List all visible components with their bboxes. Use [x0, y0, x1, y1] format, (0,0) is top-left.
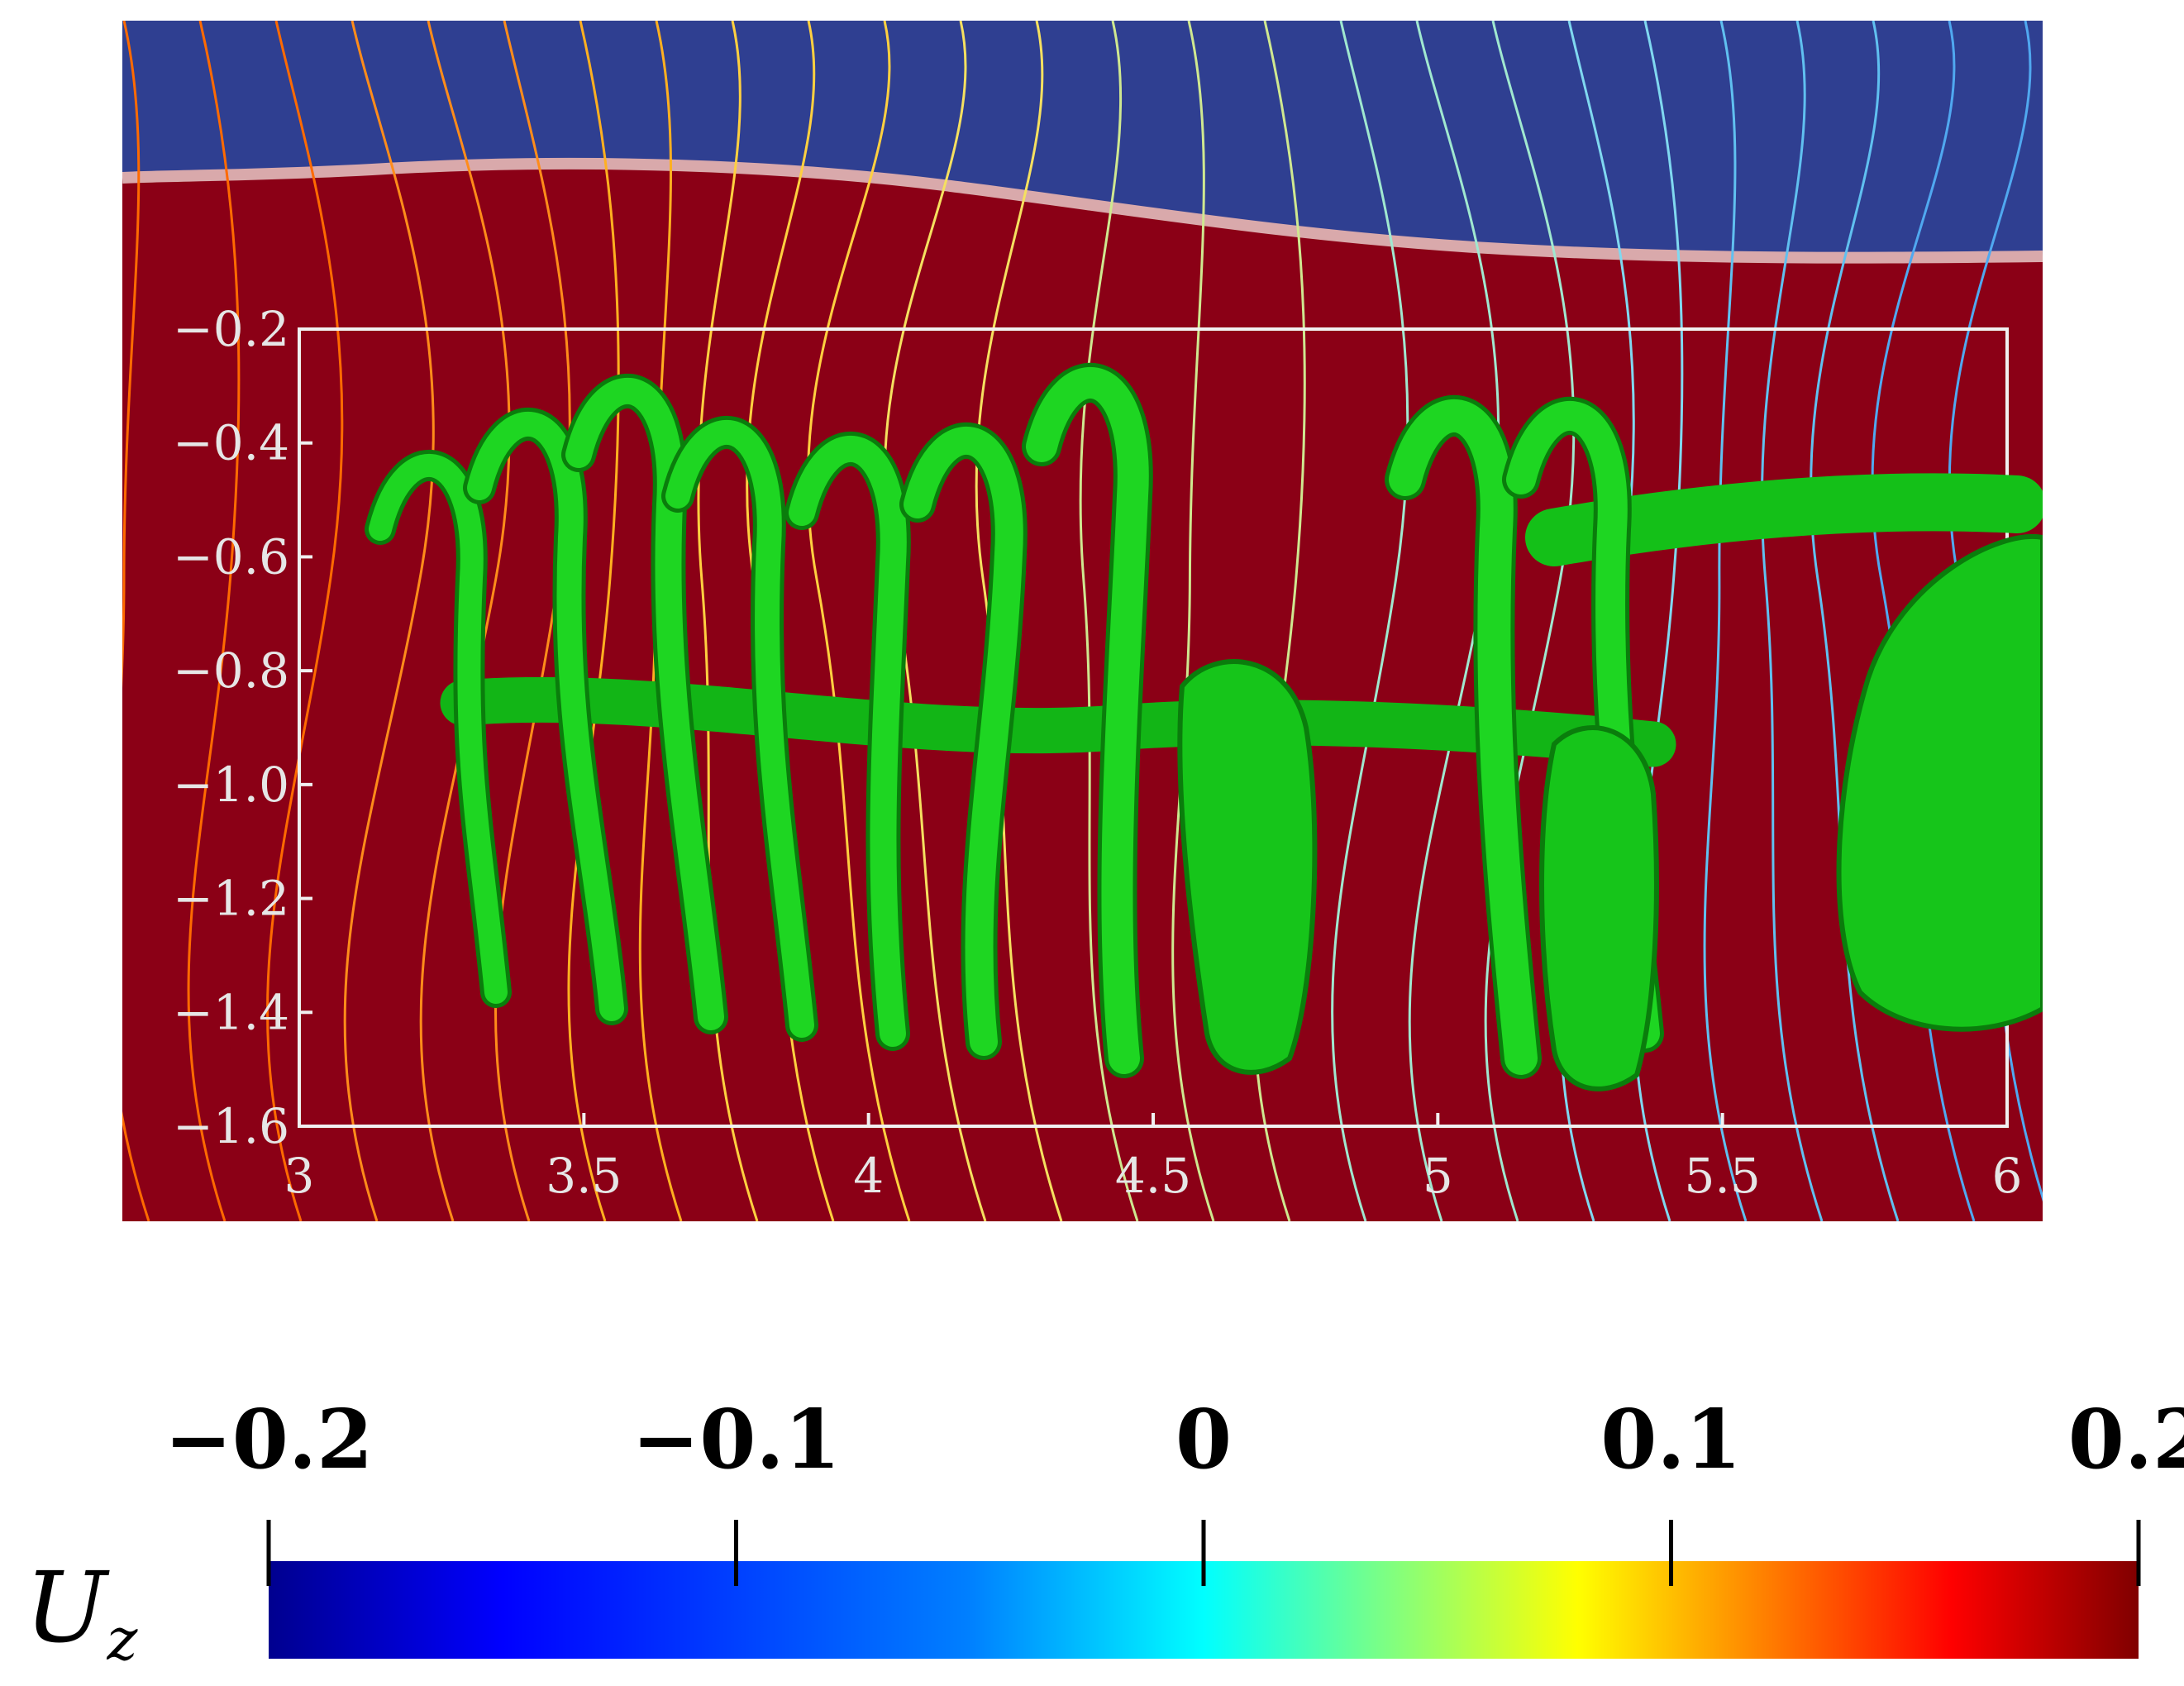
vortex-ring: [467, 412, 624, 1021]
contour-line: [1331, 21, 1409, 1221]
x-tick-label: 4.5: [1115, 1148, 1191, 1204]
contour-line: [266, 21, 344, 1221]
x-tick-label: 3: [284, 1148, 315, 1204]
vortex-blob-right: [1539, 725, 1659, 1091]
contour-line: [419, 21, 511, 1221]
x-tick-label: 5.5: [1685, 1148, 1761, 1204]
vortex-isosurfaces: [365, 363, 2043, 1091]
vortex-blob-large-right: [1836, 533, 2043, 1032]
colorbar-tick-label: −0.1: [632, 1392, 841, 1488]
colorbar-label: Uz: [25, 1550, 138, 1674]
colorbar: Uz −0.2 −0.1 0 0.1 0.2: [25, 1392, 2184, 1674]
contour-line: [806, 21, 911, 1221]
vortex-ring: [904, 427, 1023, 1056]
y-tick-label: −1.2: [173, 871, 289, 927]
contour-line: [1079, 21, 1139, 1221]
helical-vortex-rings: [365, 363, 1664, 1079]
y-tick-label: −0.8: [173, 642, 289, 699]
y-tick-label: −0.2: [173, 301, 289, 357]
x-tick-label: 6: [1992, 1148, 2023, 1204]
x-tick-label: 3.5: [546, 1148, 622, 1204]
colorbar-tick-label: 0.2: [2068, 1392, 2184, 1488]
contour-line: [1171, 21, 1215, 1221]
vortex-ring: [1389, 399, 1538, 1075]
vortex-ring: [565, 378, 724, 1030]
vortex-ring: [369, 454, 508, 1004]
vortex-ring: [1026, 367, 1149, 1074]
y-tick-label: −1.0: [173, 757, 289, 813]
contour-line: [567, 21, 620, 1221]
x-tick-label: 4: [853, 1148, 884, 1204]
contour-line: [1810, 21, 1900, 1221]
contour-line: [1760, 21, 1824, 1221]
contour-line: [1703, 21, 1748, 1221]
contour-line: [122, 21, 150, 1221]
contour-line: [975, 21, 1063, 1221]
y-axis-ticks: −0.2 −0.4 −0.6 −0.8 −1.0 −1.2 −1.4 −1.6: [173, 301, 312, 1154]
x-axis-ticks: 3 3.5 4 4.5 5 5.5 6: [284, 1113, 2023, 1204]
contour-line: [187, 21, 241, 1221]
y-tick-label: −1.4: [173, 984, 289, 1040]
vortex-ring: [665, 420, 814, 1038]
contour-line: [343, 21, 435, 1221]
colorbar-ticks: −0.2 −0.1 0 0.1 0.2: [165, 1392, 2184, 1586]
contour-line: [1484, 21, 1576, 1221]
y-tick-label: −0.4: [173, 415, 289, 471]
colorbar-tick-label: −0.2: [165, 1392, 374, 1488]
free-surface-interface: [122, 157, 2043, 264]
simulation-panel: 3 3.5 4 4.5 5 5.5 6 −0.2 −0.4 −0.6 −0.8 −1.0 −1.2 −1…: [122, 21, 2043, 1221]
vortex-ring: [789, 436, 907, 1047]
vortex-blob-mid: [1177, 659, 1318, 1075]
colorbar-tick-label: 0.1: [1600, 1392, 1742, 1488]
x-tick-label: 5: [1423, 1148, 1453, 1204]
colorbar-tick-label: 0: [1175, 1392, 1232, 1488]
y-tick-label: −1.6: [173, 1098, 289, 1154]
air-region: [122, 21, 2043, 258]
y-tick-label: −0.6: [173, 528, 289, 585]
